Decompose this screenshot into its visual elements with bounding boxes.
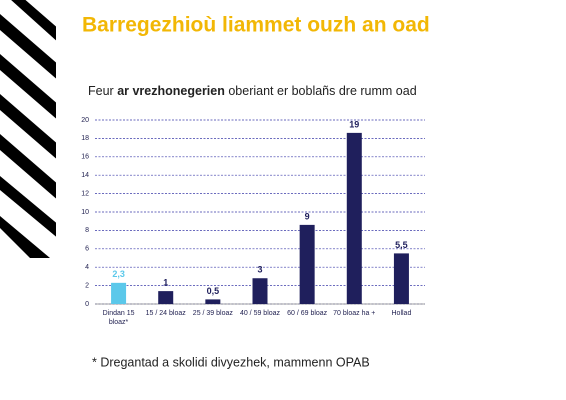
bar (393, 253, 409, 304)
y-tick-label: 18 (81, 135, 89, 142)
chart-subtitle: Feur ar vrezhonegerien oberiant er bobla… (88, 84, 417, 98)
slide-title: Barregezhioù liammet ouzh an oad (82, 14, 430, 37)
subtitle-part: Feur (88, 84, 114, 98)
y-tick-label: 10 (81, 209, 89, 216)
x-tick-label: Dindan 15 bloaz* (102, 310, 135, 326)
value-label: 0,5 (207, 286, 220, 296)
y-tick-label: 20 (81, 117, 89, 124)
value-label: 3 (257, 265, 262, 275)
bar (205, 299, 221, 304)
bar (299, 224, 315, 304)
x-tick-label: 60 / 69 bloaz (287, 310, 328, 317)
y-tick-label: 16 (81, 154, 89, 161)
y-tick-label: 0 (85, 301, 89, 308)
bar (158, 291, 174, 304)
x-tick-label: 25 / 39 bloaz (192, 310, 233, 317)
bar (252, 278, 268, 304)
value-label: 1 (163, 277, 168, 287)
subtitle-part: ar vrezhonegerien (117, 84, 225, 98)
value-label: 2,3 (112, 269, 125, 279)
x-tick-label: 40 / 59 bloaz (239, 310, 281, 317)
x-tick-label: 70 bloaz ha + (333, 310, 376, 317)
stripe-decoration (0, 0, 56, 258)
x-tick-label: 15 / 24 bloaz (145, 310, 186, 317)
x-tick-label: Hollad (391, 310, 412, 317)
value-label: 19 (349, 119, 359, 129)
y-tick-label: 2 (85, 282, 89, 289)
value-label: 5,5 (395, 240, 408, 250)
bar (346, 132, 362, 304)
subtitle-part: oberiant er boblañs dre rumm oad (228, 84, 416, 98)
value-label: 9 (305, 211, 310, 221)
y-tick-label: 6 (85, 246, 89, 253)
y-tick-label: 8 (85, 227, 89, 234)
bar (111, 282, 127, 304)
y-tick-label: 12 (81, 190, 89, 197)
y-tick-label: 4 (85, 264, 89, 271)
footnote: * Dregantad a skolidi divyezhek, mammenn… (92, 355, 370, 369)
y-tick-label: 14 (81, 172, 89, 179)
